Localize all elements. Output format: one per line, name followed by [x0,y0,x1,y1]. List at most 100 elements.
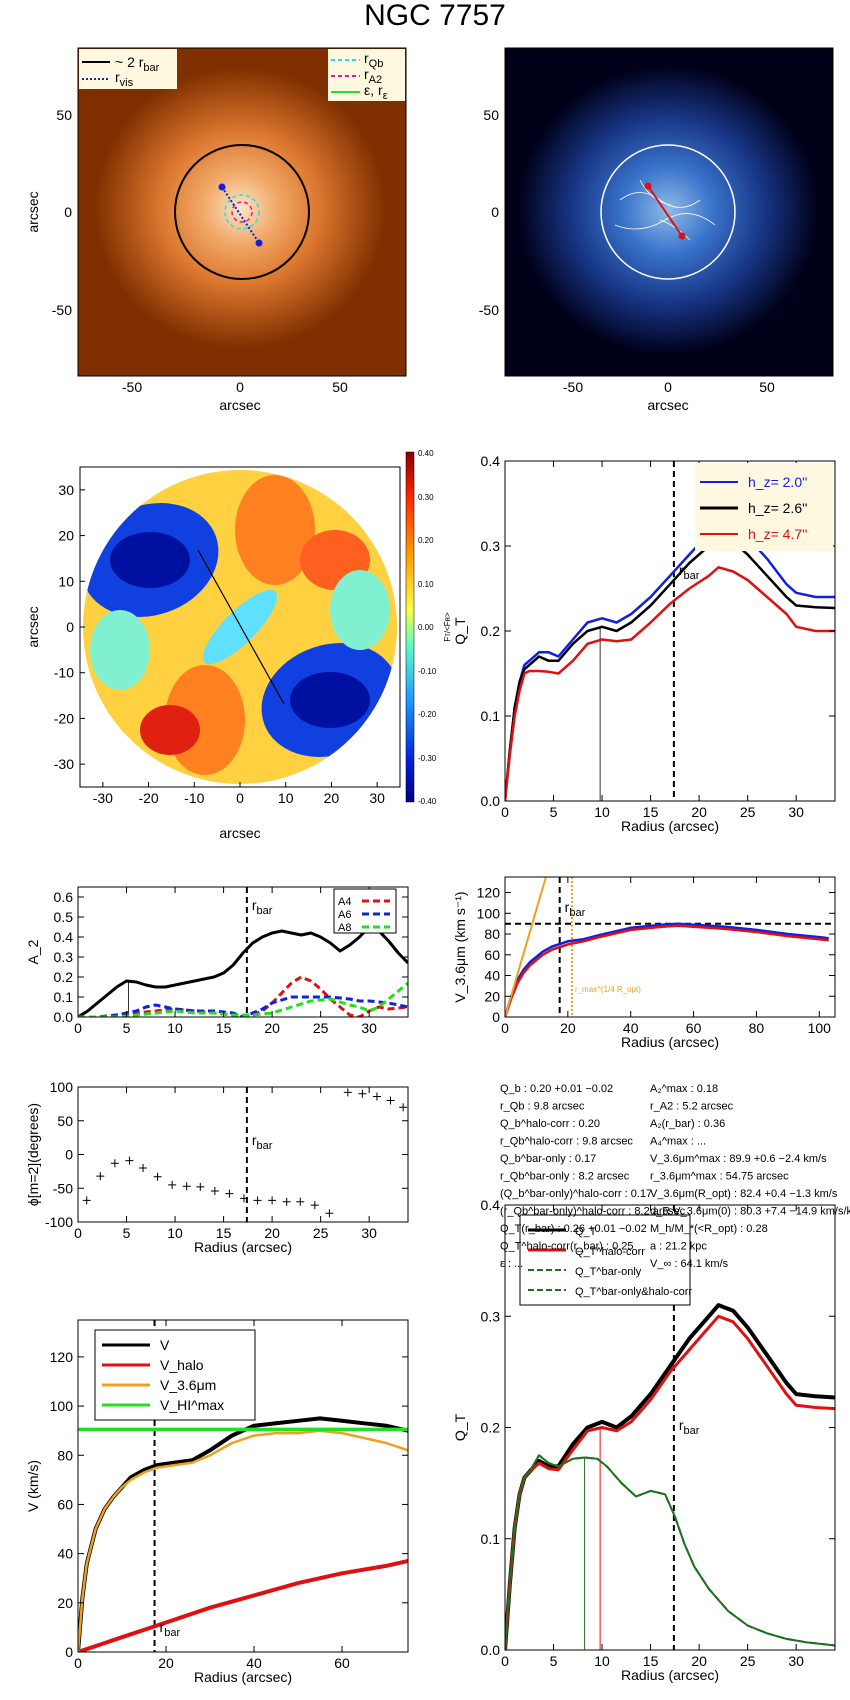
rbar-label-sub: bar [684,1425,700,1437]
plot-content [505,1205,835,1650]
y-tick-label: 0.3 [481,538,501,554]
param-right: d_R V_3.6μm(0) : 80.3 +7.4 −14.9 km/s/kp… [650,1206,850,1218]
legend-label: h_z= 2.0'' [748,474,807,490]
legend-label: rA2 [364,66,382,86]
y-axis-label: arcsec [25,191,41,232]
y-tick-label: 20 [58,528,74,544]
y-tick-label: 80 [57,1447,73,1463]
y-tick-label: 20 [484,988,500,1004]
legend-label: ε, rε [364,82,388,102]
x-tick-label: -10 [184,790,204,806]
map-region [110,532,190,588]
y-tick-label: 0.3 [54,949,74,965]
x-tick-label: 0 [236,790,244,806]
legend-label: V [160,1337,170,1353]
y-tick-label: 120 [477,885,501,901]
image-panel-right: -50 0 50 50 0 -50 arcsec [479,47,834,413]
map-region [290,672,370,728]
y-tick-label: 100 [50,1079,74,1095]
y-tick-label: 100 [50,1398,74,1414]
data-point [386,1096,395,1105]
y-tick-label: -50 [479,302,499,318]
data-point [96,1172,105,1181]
x-tick-label: 80 [749,1020,765,1036]
y-tick-label: -20 [54,710,74,726]
x-tick-label: 10 [167,1020,183,1036]
data-point [268,1196,277,1205]
param-right: V_3.6μm(R_opt) : 82.4 +0.4 −1.3 km/s [650,1188,838,1200]
param-left: Q_T(r_bar) : 0.26 +0.01 −0.02 [500,1223,647,1235]
x-tick-label: 0 [501,804,509,820]
param-right: r_A2 : 5.2 arcsec [650,1101,734,1113]
x-tick-label: 25 [313,1020,329,1036]
page-title: NGC 7757 [364,0,506,32]
x-axis-label: Radius (arcsec) [194,1239,292,1255]
param-right: A₂^max : 0.18 [650,1083,718,1095]
param-right: A₂(r_bar) : 0.36 [650,1118,725,1130]
param-right: V_∞ : 64.1 km/s [650,1258,729,1270]
data-point [182,1182,191,1191]
y-tick-label: 0.3 [481,1308,501,1324]
x-tick-label: 20 [324,790,340,806]
image-frame [504,47,834,377]
x-tick-label: 30 [788,804,804,820]
ra2-circle [231,201,253,223]
data-point [196,1182,205,1191]
x-axis-label: Radius (arcsec) [194,1669,292,1685]
rbar-label-sub: bar [684,570,700,582]
x-tick-label: 40 [246,1655,262,1671]
y-tick-label: 10 [58,573,74,589]
x-tick-label: 10 [167,1225,183,1241]
data-point [399,1103,408,1112]
data-point [225,1189,234,1198]
x-tick-label: 100 [808,1020,832,1036]
y-tick-label: -50 [52,302,72,318]
y-tick-label: 30 [58,482,74,498]
y-axis-label: V_3.6μm (km s⁻¹) [452,891,468,1002]
y-tick-label: -30 [54,756,74,772]
legend-label: Q_T^halo-corr [575,1246,645,1258]
ratio-map [83,470,397,784]
x-axis-label: Radius (arcsec) [621,818,719,834]
colorbar-tick-label: -0.10 [418,667,437,676]
param-left: (Q_b^bar-only)^halo-corr : 0.17 [500,1188,652,1200]
chart-qt-halo: 0 5 10 15 20 25 30 0.0 0.1 0.2 0.3 0.4 Radius (arcse… [452,1197,836,1683]
colorbar-tick-label: 0.10 [418,580,434,589]
legend-label: Q_T [575,1226,597,1238]
x-tick-label: 10 [278,790,294,806]
x-tick-label: 0 [664,379,672,395]
legend-label: h_z= 2.6'' [748,500,807,516]
colorbar-tick-label: 0.20 [418,536,434,545]
x-tick-label: 5 [550,1653,558,1669]
y-axis-label: Q_T [452,617,468,645]
y-tick-label: 20 [57,1595,73,1611]
x-tick-label: 20 [264,1225,280,1241]
x-tick-label: 20 [158,1655,174,1671]
y-tick-label: 60 [484,947,500,963]
y-tick-label: 0 [64,204,72,220]
x-tick-label: 25 [740,1653,756,1669]
colorbar-tick-label: -0.30 [418,754,437,763]
data-point [310,1201,319,1210]
legend-left-box [79,49,177,89]
param-right: a : 21.2 kpc [650,1241,707,1253]
x-axis-label: arcsec [219,825,260,841]
data-point [110,1159,119,1168]
data-point [125,1156,134,1165]
map-ticks: -30 -20 -10 0 10 20 30 30 20 10 0 -10 -20 -30 [54,482,385,806]
x-tick-label: 30 [361,1225,377,1241]
param-left: r_Qb^halo-corr : 9.8 arcsec [500,1136,633,1148]
legend-label: V_HI^max [160,1397,224,1413]
image-frame [77,47,407,377]
series-line-v-halo [78,1559,408,1652]
y-axis-label: Q_T [452,1413,468,1441]
x-tick-label: 50 [759,379,775,395]
x-tick-label: 25 [313,1225,329,1241]
data-point [343,1088,352,1097]
legend-label: rQb [364,50,383,70]
x-tick-label: -50 [122,379,142,395]
plot-content [505,461,835,801]
ratio-map-panel: 0.40 0.30 0.20 0.10 0.00 -0.10 -0.20 -0.… [25,449,452,841]
y-tick-label: 50 [483,107,499,123]
